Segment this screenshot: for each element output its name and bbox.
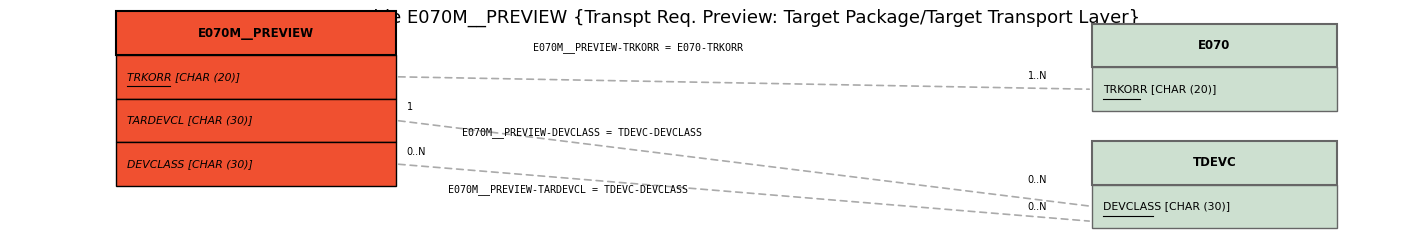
Text: 1..N: 1..N	[1028, 71, 1048, 81]
Text: E070M__PREVIEW-TRKORR = E070-TRKORR: E070M__PREVIEW-TRKORR = E070-TRKORR	[532, 42, 743, 53]
Text: E070: E070	[1198, 39, 1230, 52]
Bar	[1091, 141, 1337, 184]
Bar	[116, 142, 395, 186]
Bar	[1091, 68, 1337, 111]
Text: TRKORR [CHAR (20)]: TRKORR [CHAR (20)]	[1103, 84, 1216, 94]
Text: DEVCLASS [CHAR (30)]: DEVCLASS [CHAR (30)]	[127, 159, 254, 169]
Bar	[1091, 184, 1337, 228]
Text: 0..N: 0..N	[406, 147, 426, 157]
Bar	[116, 55, 395, 99]
Text: E070M__PREVIEW-DEVCLASS = TDEVC-DEVCLASS: E070M__PREVIEW-DEVCLASS = TDEVC-DEVCLASS	[462, 127, 702, 138]
Text: DEVCLASS [CHAR (30)]: DEVCLASS [CHAR (30)]	[1103, 201, 1230, 211]
Text: E070M__PREVIEW-TARDEVCL = TDEVC-DEVCLASS: E070M__PREVIEW-TARDEVCL = TDEVC-DEVCLASS	[448, 184, 688, 195]
Text: 1: 1	[406, 102, 413, 112]
Text: SAP ABAP table E070M__PREVIEW {Transpt Req. Preview: Target Package/Target Trans: SAP ABAP table E070M__PREVIEW {Transpt R…	[261, 9, 1140, 27]
Bar	[116, 11, 395, 55]
Text: TDEVC: TDEVC	[1192, 156, 1236, 169]
Text: TARDEVCL [CHAR (30)]: TARDEVCL [CHAR (30)]	[127, 115, 252, 125]
Bar	[1091, 24, 1337, 68]
Text: TRKORR [CHAR (20)]: TRKORR [CHAR (20)]	[127, 72, 240, 82]
Text: 0..N: 0..N	[1028, 202, 1048, 212]
Bar	[116, 99, 395, 142]
Text: 0..N: 0..N	[1028, 175, 1048, 184]
Text: E070M__PREVIEW: E070M__PREVIEW	[198, 27, 314, 40]
